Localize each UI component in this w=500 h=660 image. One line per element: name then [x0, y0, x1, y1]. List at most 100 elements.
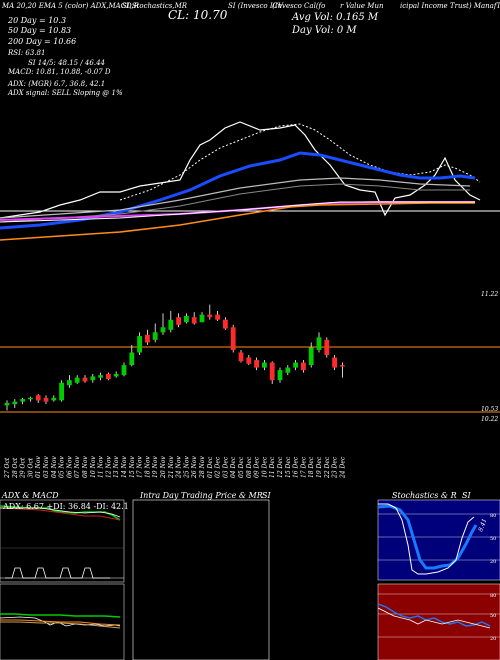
date-label: 28 Oct: [12, 457, 19, 479]
candle-body: [316, 337, 322, 350]
stoch-tick-50: 50: [490, 536, 496, 542]
date-label: 05 Nov: [59, 456, 66, 478]
candle-body: [230, 327, 236, 350]
date-label: 22 Dec: [324, 456, 331, 479]
candle-body: [4, 402, 10, 406]
candle-body: [98, 375, 103, 378]
rsi-values: SI 14/5: 48.15 / 46.44: [28, 59, 105, 67]
rsi-label: RSI: 63.81: [8, 49, 46, 57]
avg-vol: Avg Vol: 0.165 M: [292, 12, 379, 23]
mrsi-tick-80: 80: [490, 593, 496, 599]
adx-signal: ADX signal: SELL Sloping @ 1%: [8, 89, 123, 97]
date-label: 21 Nov: [168, 456, 175, 479]
date-label: 16 Dec: [293, 456, 300, 478]
candle-body: [129, 352, 135, 366]
axis-bottom-a: 10.53: [481, 406, 498, 413]
axis-bottom-b: 10.22: [481, 416, 498, 423]
date-label: 10 Dec: [261, 456, 268, 478]
date-label: 13 Nov: [113, 456, 120, 478]
candle-body: [215, 314, 220, 320]
candle-body: [223, 319, 228, 329]
date-label: 05 Dec: [238, 456, 245, 478]
ma-legend: MA 20,20 EMA 5 (color) ADX,MACD,R: [2, 2, 139, 10]
axis-top: 11.22: [481, 291, 498, 298]
candle-body: [176, 317, 181, 325]
stoch-blue-line: [377, 504, 478, 570]
mrsi-tick-50: 50: [490, 613, 496, 619]
stoch-si: SI: [462, 491, 471, 500]
candle-body: [20, 399, 25, 402]
date-label: 19 Dec: [316, 456, 323, 478]
candle-body: [262, 362, 267, 368]
date-label: 06 Nov: [66, 456, 73, 478]
candle-body: [301, 362, 306, 371]
candle-body: [324, 339, 330, 355]
date-label: 20 Nov: [160, 456, 167, 479]
company-c: icipal Income Trust) ManafTrak: [400, 2, 500, 10]
date-label: 18 Nov: [144, 456, 151, 478]
indicators-legend: SI,Stochastics,MR: [122, 2, 188, 10]
mrsi-tick-20: 20: [490, 636, 496, 642]
candle-body: [285, 367, 291, 373]
date-label: 30 Oct: [27, 457, 34, 478]
ma-white-line: [0, 121, 481, 219]
date-label: 08 Nov: [82, 456, 89, 478]
date-label: 25 Nov: [183, 456, 190, 479]
intraday-title: Intra Day Trading Price & MR: [140, 491, 263, 500]
candle-body: [160, 327, 166, 333]
candle-body: [74, 377, 80, 383]
candle-body: [238, 352, 244, 362]
date-label: 11 Dec: [269, 456, 276, 478]
adx-panel: [0, 499, 125, 583]
stoch-white-line: [378, 503, 475, 575]
mrsi-panel: [377, 583, 500, 660]
mrsi-blue-line: [377, 603, 491, 627]
stoch-tick-20: 20: [490, 559, 496, 565]
candle-body: [191, 317, 197, 324]
date-label: 11 Nov: [98, 456, 105, 478]
ma-blue-line: [0, 151, 476, 230]
date-label: 24 Nov: [176, 456, 183, 479]
candle-body: [152, 332, 158, 340]
ma200-label: 200 Day = 10.66: [8, 37, 77, 46]
date-label: 12 Dec: [277, 456, 284, 478]
candle-body: [293, 362, 298, 368]
candle-body: [137, 336, 142, 353]
adx-values: ADX: 6.67 +DI: 36.84 -DI: 42.1: [3, 502, 129, 511]
intraday-si: SI: [262, 491, 271, 500]
date-label: 01 Nov: [35, 456, 42, 478]
candle-body: [332, 357, 337, 368]
ma20-label: 20 Day = 10.3: [8, 16, 67, 25]
date-label: 27 Oct: [4, 457, 11, 479]
date-label: 03 Dec: [222, 456, 229, 478]
candle-body: [106, 373, 111, 379]
candle-body: [28, 397, 33, 400]
candle-body: [184, 315, 189, 323]
date-label: 19 Nov: [152, 456, 159, 478]
adx-panel-title: ADX & MACD: [2, 491, 59, 500]
candle-body: [254, 360, 259, 368]
day-vol: Day Vol: 0 M: [292, 25, 357, 36]
candle-body: [113, 373, 119, 377]
candle-body: [59, 382, 64, 401]
candle-body: [121, 365, 127, 376]
intraday-panel: [132, 499, 270, 660]
close-label: CL: 10.70: [168, 8, 228, 22]
symbol-head: SI (Invesco ICV: [228, 2, 284, 10]
candle-body: [207, 314, 213, 318]
date-label: 01 Dec: [207, 456, 214, 478]
date-label: 28 Nov: [199, 456, 206, 479]
candle-body: [340, 365, 345, 367]
date-label: 14 Nov: [121, 456, 128, 478]
stoch-title: Stochastics & R: [392, 491, 457, 500]
candle-body: [269, 362, 275, 381]
rsi-tan-line: [0, 621, 121, 629]
candle-body: [308, 347, 314, 366]
rsi-orange-line: [0, 619, 121, 626]
candle-body: [35, 395, 41, 401]
date-label: 17 Dec: [300, 456, 307, 478]
ma-grey-line: [0, 177, 471, 219]
price-chart: 11.22 10.53 10.22 27 Oct 28 Oct 29 Oct 30 O…: [0, 121, 500, 479]
date-label: 09 Dec: [254, 456, 261, 478]
